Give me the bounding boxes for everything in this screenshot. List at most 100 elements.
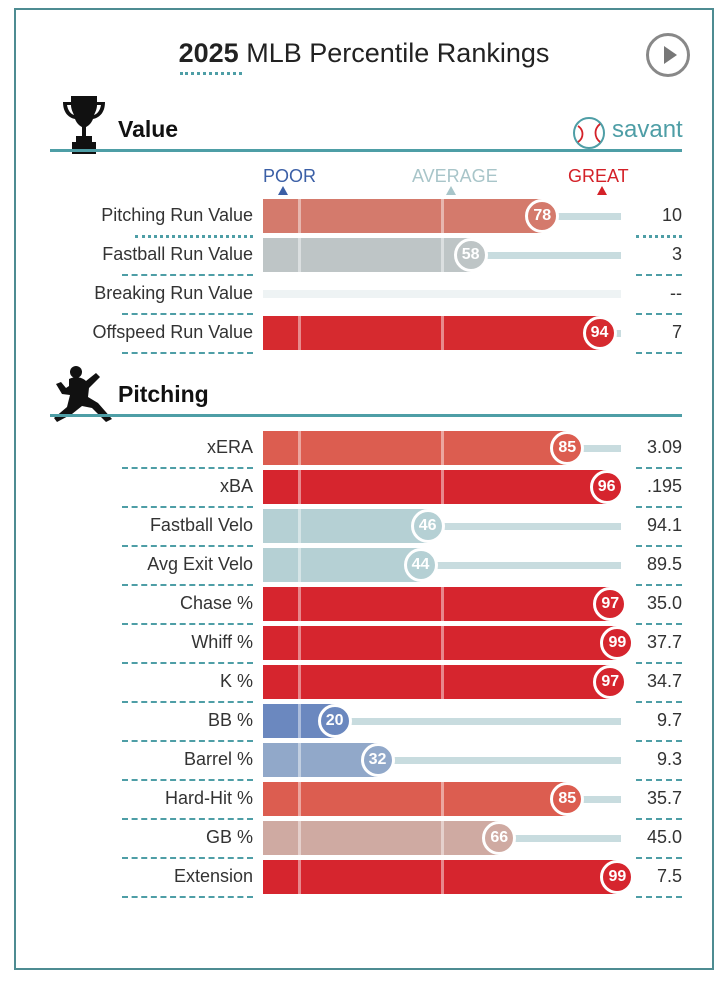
metric-value-chase-pct: 35.0: [646, 593, 682, 613]
percentile-circle-xba: 96: [589, 470, 624, 504]
reference-line-50: [441, 665, 444, 699]
value-separator: [636, 584, 682, 586]
percentile-bar-fastball-velo: [263, 509, 428, 543]
percentile-track: [263, 757, 621, 764]
metric-label-bb-pct: BB %: [207, 710, 253, 730]
metric-label-k-pct: K %: [219, 671, 253, 691]
trophy-icon: [63, 96, 105, 154]
metric-value-offspeed-run-value: 7: [671, 322, 682, 342]
percentile-bar-pitching-run-value: [263, 199, 543, 233]
pitcher-icon: [54, 366, 112, 422]
percentile-row-k-pct[interactable]: K % 97 34.7: [0, 665, 728, 703]
row-separator: [122, 584, 253, 586]
percentile-bar-whiff-pct: [263, 626, 618, 660]
reference-line-10: [297, 587, 301, 621]
percentile-bar-gb-pct: [263, 821, 500, 855]
value-separator: [636, 701, 682, 703]
title-text: MLB Percentile Rankings: [246, 38, 550, 68]
row-separator: [122, 623, 253, 625]
year-underline: [180, 72, 242, 75]
percentile-row-xera[interactable]: xERA 85 3.09: [0, 431, 728, 469]
scale-average-label: AVERAGE: [412, 166, 498, 186]
year-selector[interactable]: 2025: [178, 38, 239, 68]
value-separator: [636, 818, 682, 820]
percentile-circle-k-pct: 97: [593, 665, 628, 699]
metric-value-extension: 7.5: [656, 866, 682, 886]
reference-line-50: [441, 238, 444, 272]
metric-label-avg-exit-velo: Avg Exit Velo: [147, 554, 253, 574]
percentile-row-fastball-velo[interactable]: Fastball Velo 46 94.1: [0, 509, 728, 547]
reference-line-50: [441, 626, 444, 660]
row-separator: [122, 467, 253, 469]
metric-label-breaking-run-value: Breaking Run Value: [94, 283, 253, 303]
average-marker-triangle: [446, 186, 456, 195]
metric-value-xba: .195: [646, 476, 682, 496]
row-separator: [122, 506, 253, 508]
row-separator: [122, 740, 253, 742]
metric-value-fastball-run-value: 3: [671, 244, 682, 264]
percentile-row-chase-pct[interactable]: Chase % 97 35.0: [0, 587, 728, 625]
metric-value-breaking-run-value: --: [670, 283, 682, 303]
row-separator: [122, 352, 253, 354]
percentile-track: [263, 290, 621, 298]
reference-line-10: [297, 509, 301, 543]
section-title-value: Value: [118, 116, 179, 142]
value-separator: [636, 274, 682, 276]
percentile-row-offspeed-run-value[interactable]: Offspeed Run Value 94 7: [0, 316, 728, 354]
play-button[interactable]: [646, 33, 690, 77]
reference-line-10: [297, 782, 301, 816]
percentile-row-avg-exit-velo[interactable]: Avg Exit Velo 44 89.5: [0, 548, 728, 586]
metric-value-avg-exit-velo: 89.5: [646, 554, 682, 574]
percentile-row-gb-pct[interactable]: GB % 66 45.0: [0, 821, 728, 859]
metric-value-fastball-velo: 94.1: [646, 515, 682, 535]
percentile-bar-hard-hit-pct: [263, 782, 568, 816]
scale-poor-label: POOR: [263, 166, 317, 186]
reference-line-50: [441, 587, 444, 621]
reference-line-50: [441, 316, 444, 350]
percentile-row-xba[interactable]: xBA 96 .195: [0, 470, 728, 508]
percentile-row-fastball-run-value[interactable]: Fastball Run Value 58 3: [0, 238, 728, 276]
percentile-bar-fastball-run-value: [263, 238, 471, 272]
percentile-bar-k-pct: [263, 665, 611, 699]
metric-value-pitching-run-value: 10: [661, 205, 682, 225]
percentile-row-pitching-run-value[interactable]: Pitching Run Value 78 10: [0, 199, 728, 238]
percentile-circle-extension: 99: [600, 860, 635, 894]
metric-label-whiff-pct: Whiff %: [191, 632, 253, 652]
row-separator: [122, 779, 253, 781]
great-marker-triangle: [597, 186, 607, 195]
metric-label-hard-hit-pct: Hard-Hit %: [164, 788, 253, 808]
reference-line-10: [297, 704, 301, 738]
percentile-bar-avg-exit-velo: [263, 548, 421, 582]
metric-value-k-pct: 34.7: [646, 671, 682, 691]
percentile-circle-pitching-run-value: 78: [525, 199, 560, 233]
percentile-circle-offspeed-run-value: 94: [582, 316, 617, 350]
reference-line-10: [297, 665, 301, 699]
reference-line-50: [441, 821, 444, 855]
reference-line-10: [297, 548, 301, 582]
percentile-circle-fastball-velo: 46: [410, 509, 445, 543]
reference-line-50: [441, 431, 444, 465]
reference-line-10: [297, 743, 301, 777]
percentile-row-bb-pct[interactable]: BB % 20 9.7: [0, 704, 728, 742]
metric-value-whiff-pct: 37.7: [646, 632, 682, 652]
percentile-row-whiff-pct[interactable]: Whiff % 99 37.7: [0, 626, 728, 664]
reference-line-10: [297, 238, 301, 272]
percentile-circle-chase-pct: 97: [593, 587, 628, 621]
value-separator: [636, 896, 682, 898]
percentile-bar-xba: [263, 470, 607, 504]
reference-line-10: [297, 626, 301, 660]
percentile-row-breaking-run-value[interactable]: Breaking Run Value --: [0, 277, 728, 315]
metric-label-fastball-velo: Fastball Velo: [149, 515, 253, 535]
metric-value-hard-hit-pct: 35.7: [646, 788, 682, 808]
value-separator: [636, 235, 682, 238]
percentile-row-extension[interactable]: Extension 99 7.5: [0, 860, 728, 898]
row-separator: [122, 313, 253, 315]
percentile-row-hard-hit-pct[interactable]: Hard-Hit % 85 35.7: [0, 782, 728, 820]
percentile-row-barrel-pct[interactable]: Barrel % 32 9.3: [0, 743, 728, 781]
value-separator: [636, 740, 682, 742]
baseball-icon: [573, 117, 605, 149]
row-separator: [135, 235, 253, 238]
value-separator: [636, 467, 682, 469]
value-separator: [636, 662, 682, 664]
page-title: 2025 MLB Percentile Rankings: [0, 38, 728, 69]
